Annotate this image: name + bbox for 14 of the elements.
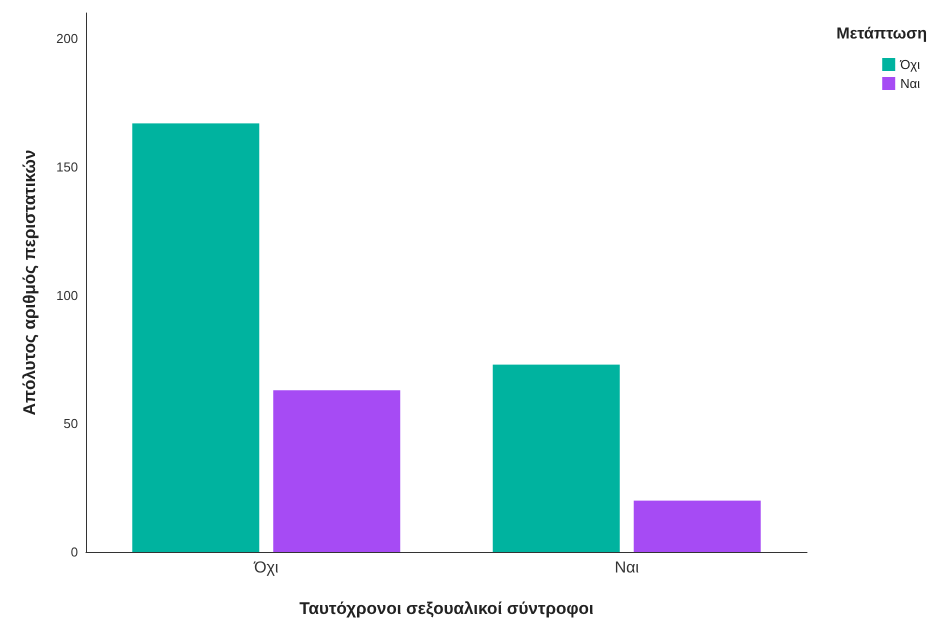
y-tick-label: 150 (56, 160, 78, 174)
y-tick-label: 100 (56, 288, 78, 303)
x-axis-title: Ταυτόχρονοι σεξουαλικοί σύντροφοι (299, 599, 594, 618)
y-tick-label: 0 (70, 544, 78, 560)
legend-title: Μετάπτωση (836, 26, 928, 42)
y-tick-label: 200 (56, 31, 78, 46)
y-tick-label: 50 (64, 416, 78, 432)
bar (273, 390, 400, 552)
legend-label: Όχι (899, 57, 920, 72)
y-axis-title: Απόλυτος αριθμός περιστατικών (20, 150, 39, 416)
legend-label: Ναι (900, 76, 920, 91)
bar (132, 123, 260, 552)
bar (634, 500, 761, 552)
bar (492, 364, 620, 552)
